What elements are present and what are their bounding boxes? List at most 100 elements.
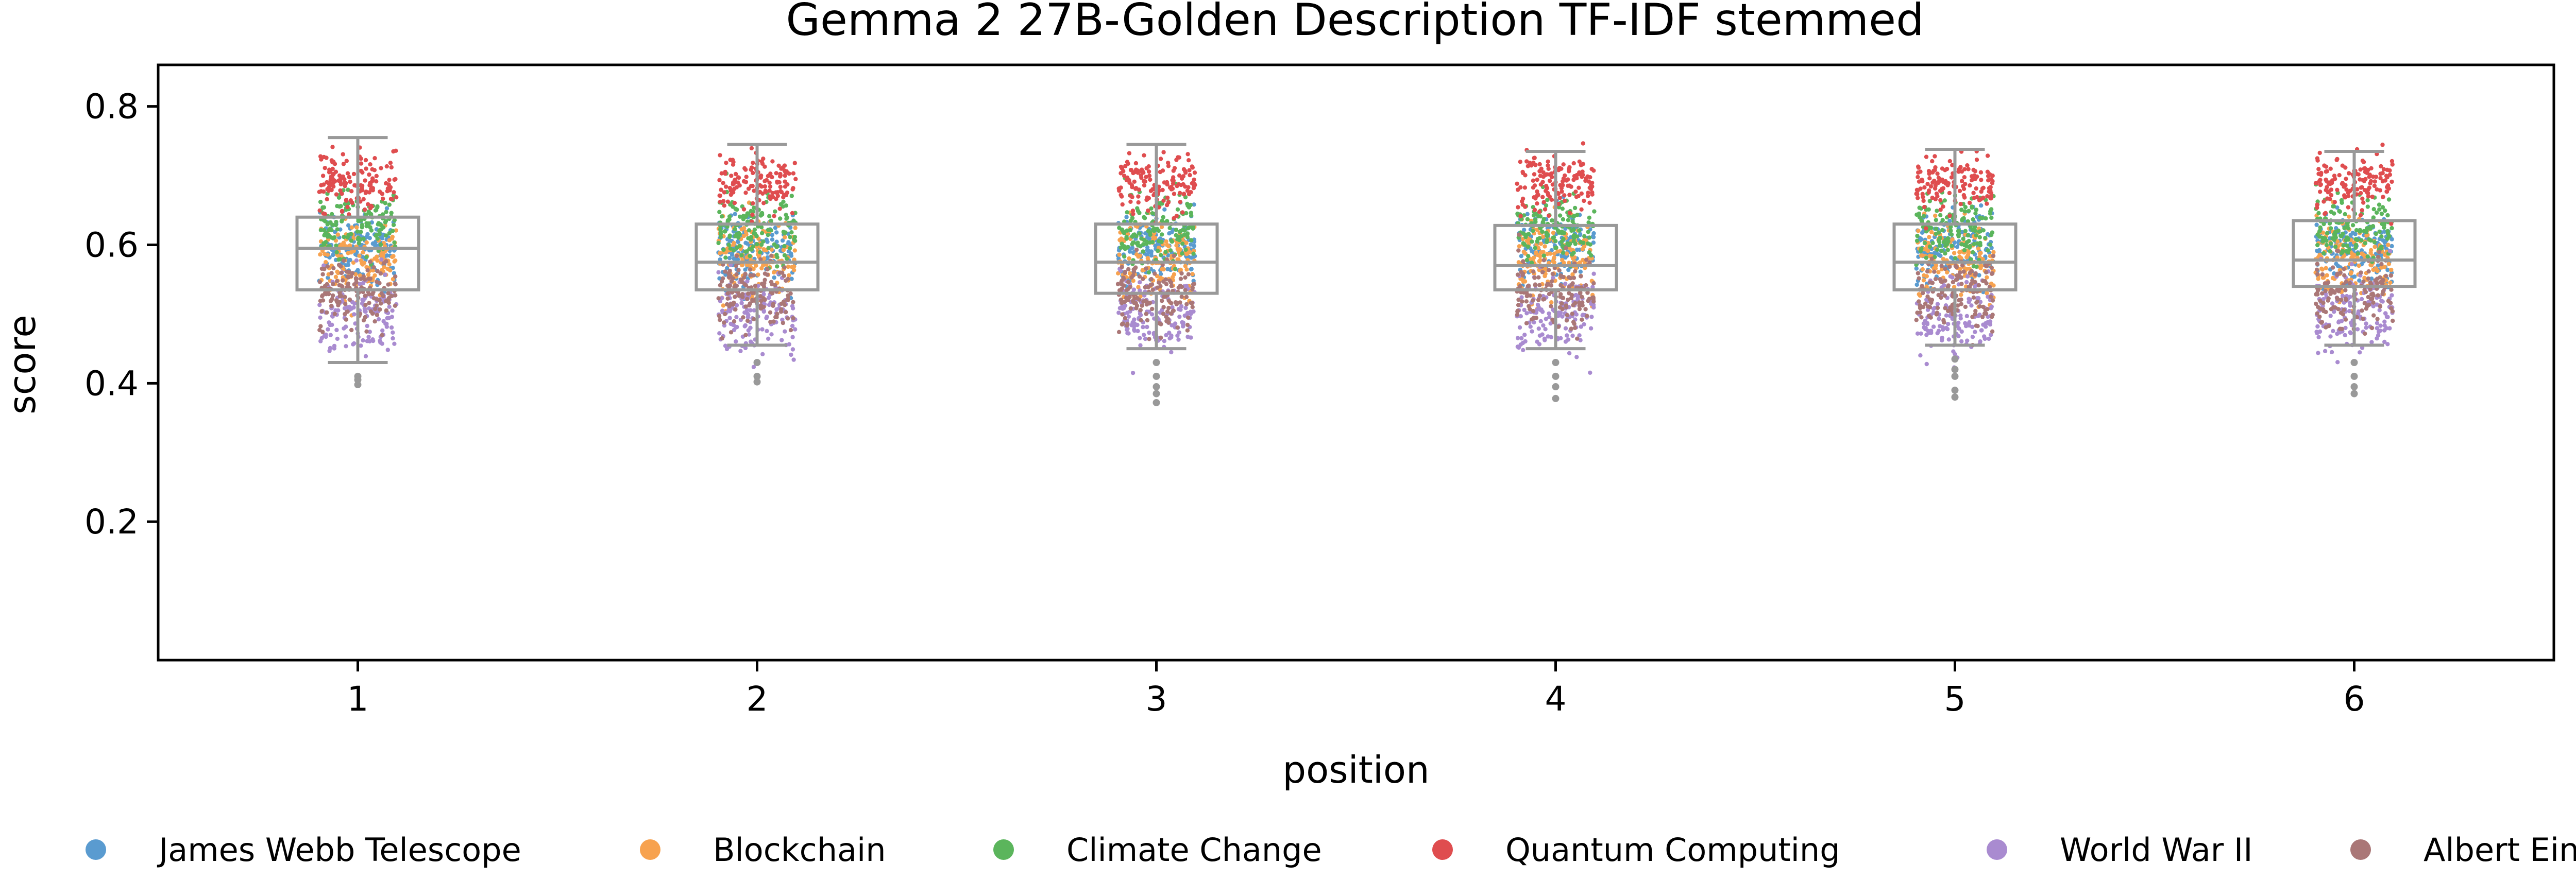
jitter-point: [383, 233, 388, 238]
jitter-point: [743, 283, 749, 288]
jitter-point: [1564, 318, 1569, 323]
jitter-point: [747, 332, 752, 337]
jitter-point: [737, 231, 741, 235]
jitter-point: [331, 181, 336, 185]
jitter-point: [1554, 245, 1558, 250]
jitter-point: [326, 275, 330, 280]
jitter-point: [1917, 276, 1921, 281]
jitter-point: [792, 264, 796, 269]
jitter-point: [1144, 166, 1149, 170]
jitter-point: [765, 267, 770, 272]
jitter-point: [732, 186, 737, 191]
jitter-point: [1164, 315, 1168, 319]
jitter-point: [735, 207, 739, 212]
jitter-point: [1532, 275, 1537, 280]
jitter-point: [2360, 208, 2364, 213]
jitter-point: [2380, 142, 2385, 147]
jitter-point: [325, 282, 329, 287]
jitter-point: [749, 167, 753, 172]
jitter-point: [1150, 187, 1155, 192]
jitter-point: [337, 173, 342, 178]
jitter-point: [1521, 348, 1526, 352]
jitter-point: [734, 264, 738, 268]
jitter-point: [1541, 323, 1546, 328]
jitter-point: [771, 270, 776, 275]
jitter-point: [2321, 251, 2326, 255]
jitter-point: [389, 325, 394, 330]
jitter-point: [759, 231, 765, 235]
jitter-point: [2364, 325, 2368, 330]
jitter-point: [392, 341, 397, 346]
jitter-point: [2346, 250, 2350, 255]
jitter-point: [743, 333, 748, 337]
jitter-point: [2385, 268, 2390, 272]
jitter-point: [2358, 350, 2362, 355]
jitter-point: [329, 271, 334, 275]
jitter-point: [2315, 232, 2320, 237]
jitter-point: [1957, 326, 1961, 331]
jitter-point: [743, 346, 748, 351]
jitter-point: [329, 158, 334, 163]
jitter-point: [1164, 282, 1169, 286]
jitter-point: [1931, 324, 1936, 329]
jitter-point: [317, 208, 322, 213]
jitter-point: [1185, 328, 1190, 333]
jitter-point: [2316, 167, 2321, 171]
jitter-point: [1575, 336, 1580, 341]
jitter-point: [2374, 210, 2379, 215]
jitter-point: [791, 316, 795, 321]
jitter-point: [2343, 333, 2347, 338]
jitter-point: [366, 221, 371, 226]
jitter-point: [785, 316, 790, 321]
jitter-point: [728, 263, 733, 267]
jitter-point: [1546, 166, 1551, 171]
jitter-point: [770, 233, 775, 237]
jitter-point: [1988, 295, 1993, 299]
jitter-point: [1571, 275, 1577, 280]
jitter-point: [1535, 201, 1539, 206]
jitter-point: [2343, 288, 2348, 292]
jitter-point: [363, 158, 368, 163]
jitter-point: [371, 265, 376, 270]
jitter-point: [2388, 301, 2393, 305]
jitter-point: [1526, 164, 1530, 168]
jitter-point: [2370, 194, 2375, 199]
jitter-point: [722, 203, 727, 208]
jitter-point: [2321, 221, 2326, 227]
jitter-point: [330, 322, 334, 327]
jitter-point: [1137, 297, 1142, 302]
jitter-point: [2352, 274, 2357, 279]
jitter-points: [317, 141, 2395, 375]
jitter-point: [333, 308, 338, 313]
jitter-point: [1534, 211, 1538, 216]
jitter-point: [1968, 284, 1972, 289]
jitter-point: [1530, 239, 1534, 244]
jitter-point: [725, 266, 730, 270]
jitter-point: [717, 210, 722, 214]
jitter-point: [722, 190, 727, 195]
jitter-point: [1143, 179, 1147, 184]
jitter-point: [1560, 189, 1564, 194]
jitter-point: [1189, 190, 1193, 195]
jitter-point: [718, 234, 723, 239]
jitter-point: [1965, 163, 1970, 168]
jitter-point: [2389, 287, 2394, 292]
jitter-point: [1145, 245, 1150, 250]
jitter-point: [1937, 243, 1942, 248]
jitter-point: [353, 252, 358, 256]
jitter-point: [1547, 315, 1552, 319]
jitter-point: [1937, 239, 1942, 244]
jitter-point: [1169, 311, 1174, 316]
jitter-point: [717, 193, 722, 198]
jitter-point: [1122, 283, 1126, 288]
jitter-point: [328, 333, 333, 337]
jitter-point: [739, 253, 744, 257]
jitter-point: [1919, 218, 1924, 222]
jitter-point: [322, 252, 327, 256]
jitter-point: [725, 199, 731, 204]
jitter-point: [1964, 240, 1970, 245]
jitter-point: [2321, 297, 2326, 302]
jitter-point: [383, 201, 387, 205]
jitter-point: [1938, 235, 1942, 240]
jitter-point: [1560, 239, 1564, 244]
